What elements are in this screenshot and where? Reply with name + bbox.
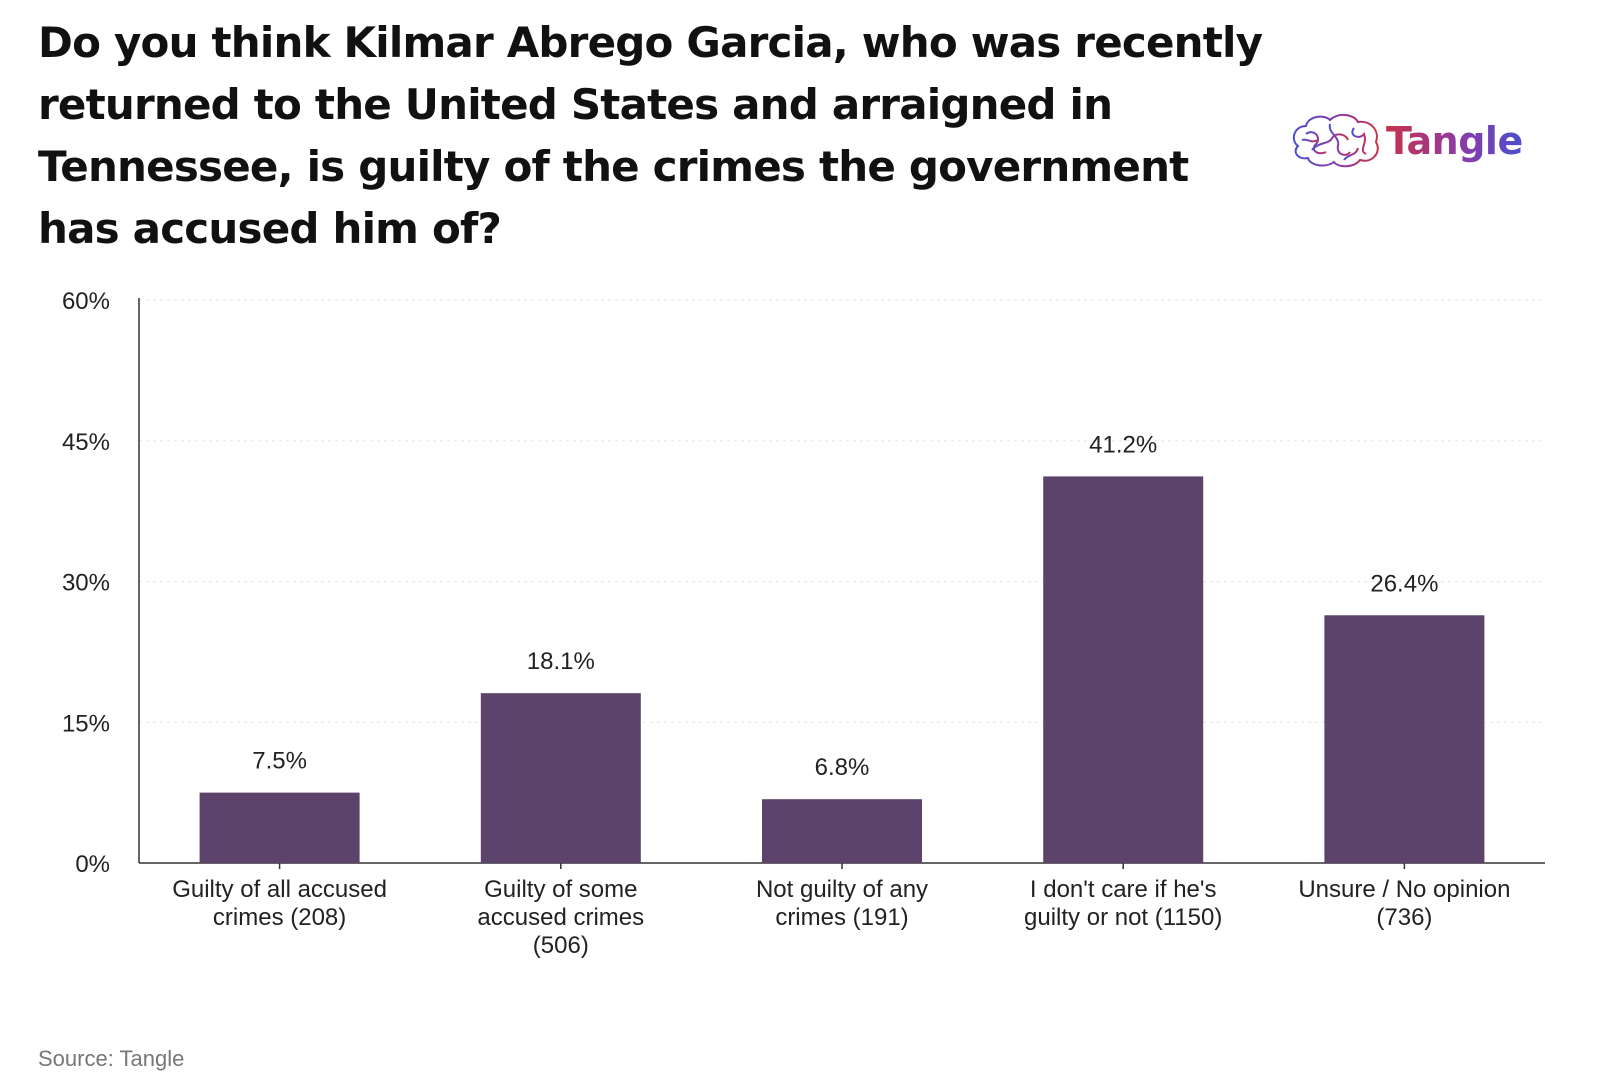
x-tick-label: Guilty of all accused crimes (208) [172, 876, 387, 931]
brand-logo: Tangle [1288, 110, 1523, 172]
data-label: 7.5% [252, 748, 307, 775]
x-tick-label-line: Guilty of all accused [172, 876, 387, 903]
x-tick-label-line: Guilty of some [484, 876, 637, 903]
bar-chart: 0%15%30%45%60%7.5%Guilty of all accused c… [62, 290, 1545, 959]
brain-logo-icon [1292, 114, 1379, 168]
x-tick-label-line: crimes (208) [213, 904, 346, 931]
y-tick-label: 15% [62, 710, 110, 737]
y-tick-label: 0% [75, 851, 110, 878]
bar [1324, 615, 1485, 863]
bar [480, 693, 641, 863]
x-tick-label-line: Unsure / No opinion [1298, 876, 1510, 903]
x-tick-label-line: I don't care if he's [1030, 876, 1217, 903]
bar [762, 799, 922, 863]
data-label: 18.1% [527, 648, 595, 675]
bar [1043, 476, 1204, 863]
x-tick-label-line: crimes (191) [775, 904, 908, 931]
bar [199, 792, 360, 863]
data-label: 41.2% [1089, 431, 1157, 458]
x-tick-label-line: (506) [533, 932, 589, 959]
x-tick-label: Unsure / No opinion (736) [1298, 876, 1510, 931]
brand-name: Tangle [1386, 119, 1523, 163]
y-tick-label: 30% [62, 570, 110, 597]
y-tick-label: 60% [62, 290, 110, 315]
y-tick-label: 45% [62, 429, 110, 456]
chart-title: Do you think Kilmar Abrego Garcia, who w… [38, 18, 1263, 253]
x-tick-label-line: (736) [1376, 904, 1432, 931]
source-note: Source: Tangle [38, 1046, 185, 1071]
data-label: 6.8% [815, 754, 870, 781]
x-tick-label-line: Not guilty of any [756, 876, 928, 903]
x-tick-label: I don't care if he's guilty or not (1150) [1024, 876, 1222, 931]
x-tick-label: Guilty of some accused crimes (506) [477, 876, 644, 959]
x-tick-label-line: guilty or not (1150) [1024, 904, 1222, 931]
data-label: 26.4% [1370, 570, 1438, 597]
x-tick-label-line: accused crimes [477, 904, 644, 931]
x-tick-label: Not guilty of any crimes (191) [756, 876, 928, 931]
